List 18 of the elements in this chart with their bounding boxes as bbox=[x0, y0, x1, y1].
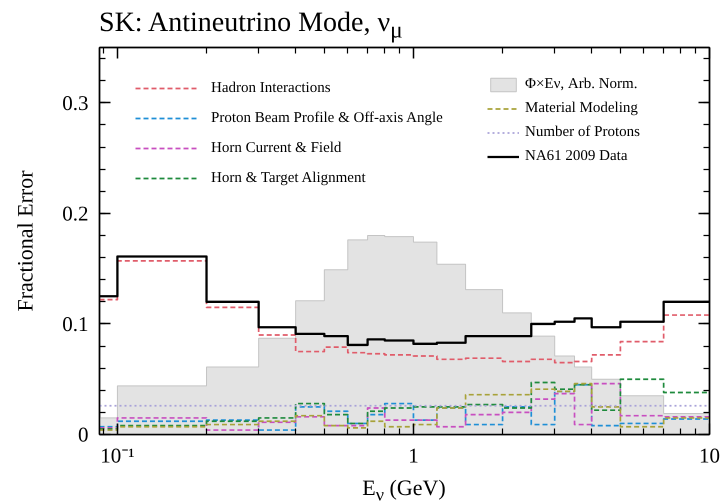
legend-label: Φ×Eν, Arb. Norm. bbox=[525, 76, 638, 93]
x-tick-label: 10⁻¹ bbox=[100, 444, 135, 468]
legend-label: NA61 2009 Data bbox=[525, 148, 628, 165]
chart-title: SK: Antineutrino Mode, ν$_{μ}$ bbox=[98, 6, 403, 46]
x-tick-label: 10 bbox=[699, 444, 720, 468]
legend-label: Hadron Interactions bbox=[211, 78, 331, 98]
legend-label: Horn & Target Alignment bbox=[211, 168, 366, 188]
y-tick-label: 0.2 bbox=[62, 201, 88, 226]
legend-label: Proton Beam Profile & Off-axis Angle bbox=[211, 108, 443, 128]
legend-label: Horn Current & Field bbox=[211, 138, 342, 158]
y-tick-label: 0 bbox=[78, 422, 88, 446]
legend-label: Number of Protons bbox=[525, 124, 640, 141]
x-axis-title: E$_{ν}$ (GeV) bbox=[361, 474, 447, 504]
y-tick-label: 0.1 bbox=[62, 312, 88, 336]
x-tick-label: 1 bbox=[408, 444, 419, 468]
y-tick-label: 0.3 bbox=[62, 90, 88, 115]
y-axis-title: Fractional Error bbox=[12, 170, 38, 312]
legend-label: Material Modeling bbox=[525, 100, 638, 117]
